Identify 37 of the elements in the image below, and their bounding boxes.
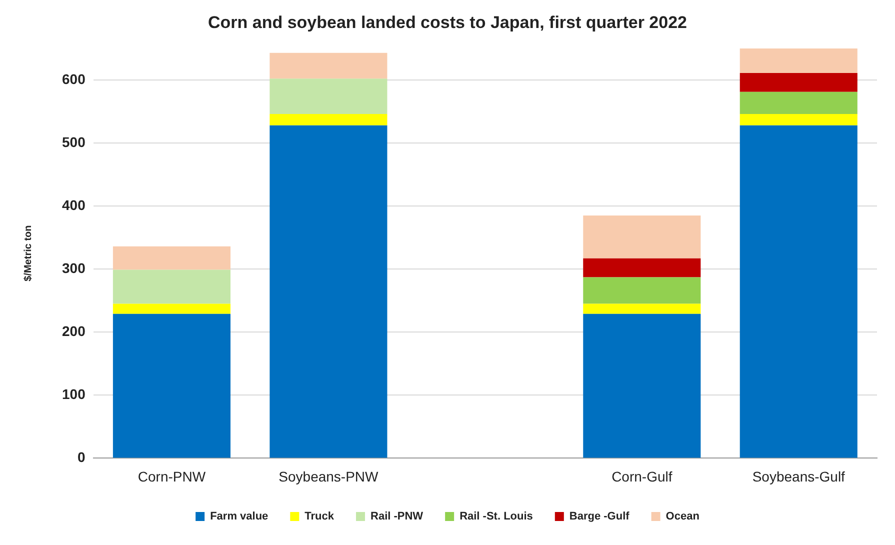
bar (112, 246, 230, 270)
bar (270, 114, 388, 126)
legend-label: Rail -PNW (370, 510, 424, 523)
bar (270, 52, 388, 79)
bar (583, 314, 701, 458)
bar (740, 48, 858, 73)
bar (740, 125, 858, 458)
chart-title: Corn and soybean landed costs to Japan, first quarter 2022 (208, 12, 687, 32)
bar (740, 72, 858, 92)
y-tick-label: 300 (62, 260, 86, 276)
y-tick-label: 200 (62, 322, 86, 339)
bar (270, 78, 388, 114)
bar (112, 314, 230, 458)
legend-label: Rail -St. Louis (460, 510, 533, 523)
legend-label: Truck (304, 510, 335, 523)
y-tick-label: 0 (78, 449, 86, 466)
x-tick-label: Soybeans-PNW (278, 468, 380, 484)
y-tick-label: 600 (62, 70, 86, 87)
bar (740, 114, 858, 126)
legend-label: Barge -Gulf (569, 510, 630, 523)
bar (112, 304, 230, 314)
y-tick-label: 100 (62, 386, 86, 402)
y-tick-label: 400 (62, 196, 86, 213)
x-tick-label: Soybeans-Gulf (752, 468, 846, 484)
bar (583, 215, 701, 258)
bar (583, 258, 701, 278)
bar (112, 270, 230, 304)
legend-label: Ocean (666, 510, 700, 523)
y-axis-title: $/Metric ton (22, 225, 34, 282)
bar (270, 125, 388, 458)
bar (583, 304, 701, 314)
legend-label: Farm value (210, 510, 268, 523)
bar (740, 92, 858, 114)
x-tick-label: Corn-Gulf (612, 468, 672, 484)
bar (583, 277, 701, 304)
y-tick-label: 500 (62, 134, 86, 150)
x-tick-label: Corn-PNW (138, 468, 206, 484)
